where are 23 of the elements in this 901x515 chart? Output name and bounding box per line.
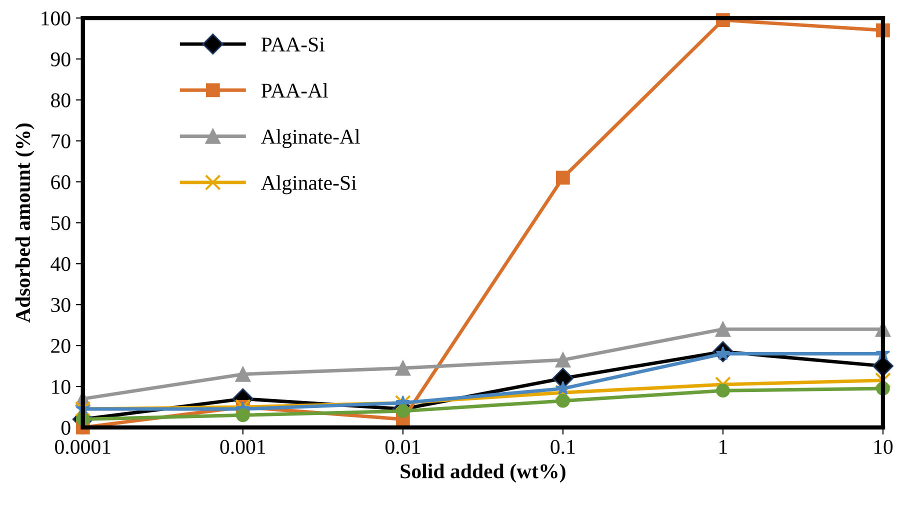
- y-tick-label: 20: [51, 338, 70, 353]
- x-tick-label: 1: [720, 440, 727, 454]
- legend-label: Alginate-Si: [261, 175, 356, 194]
- y-tick-label: 10: [52, 380, 70, 394]
- y-tick-label: 70: [52, 134, 70, 148]
- legend-label: Alginate-Al: [261, 129, 360, 148]
- x-tick-label: 10: [874, 440, 893, 454]
- y-tick-label: 90: [50, 52, 70, 66]
- y-tick-label: 100: [42, 11, 70, 26]
- y-tick-label: 0: [61, 420, 70, 435]
- y-tick-label: 40: [50, 257, 70, 272]
- x-tick-label: 0.01: [385, 440, 420, 454]
- y-tick-label: 80: [51, 93, 70, 108]
- legend-label: PAA-Si: [261, 38, 325, 52]
- y-tick-label: 30: [51, 298, 70, 312]
- x-tick-label: 0.1: [550, 440, 575, 454]
- y-tick-label: 50: [51, 216, 70, 230]
- x-tick-label: 0.0001: [55, 440, 110, 454]
- x-tick-label: 0.001: [220, 440, 266, 454]
- y-axis-title: Adsorbed amount (%): [15, 124, 34, 323]
- legend-label: PAA-Al: [261, 83, 328, 98]
- y-tick-label: 60: [51, 175, 70, 190]
- x-axis-title: Solid added (wt%): [400, 464, 566, 483]
